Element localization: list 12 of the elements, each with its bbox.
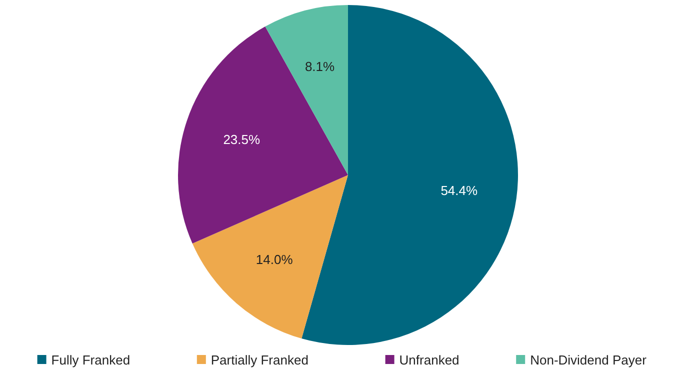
legend-label: Unfranked xyxy=(399,352,460,368)
pie-slice xyxy=(265,5,348,175)
data-label: 23.5% xyxy=(223,132,260,147)
pie-slice xyxy=(178,26,348,244)
pie-slice xyxy=(302,5,518,345)
data-label: 54.4% xyxy=(440,183,478,198)
legend-label: Fully Franked xyxy=(51,352,130,368)
legend-label: Non-Dividend Payer xyxy=(530,352,648,368)
legend-label: Partially Franked xyxy=(210,352,308,368)
data-label: 8.1% xyxy=(304,58,336,74)
pie-slice xyxy=(192,175,348,339)
data-label: 14.0% xyxy=(256,252,294,268)
